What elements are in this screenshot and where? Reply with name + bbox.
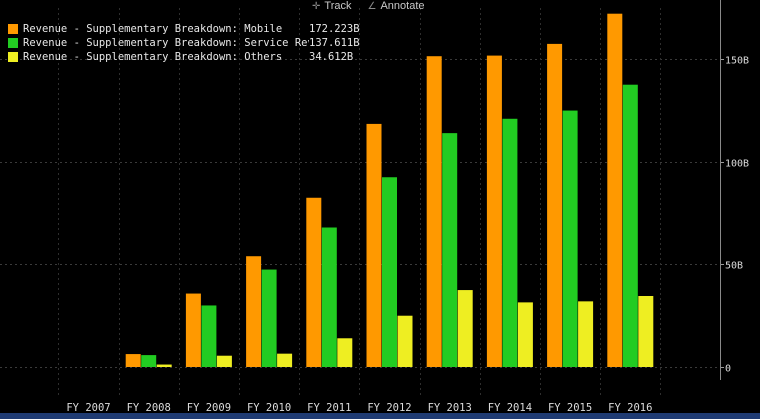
legend-label: Revenue - Supplementary Breakdown: Servi… <box>23 37 309 49</box>
y-tick-label: 150B <box>725 56 749 67</box>
legend-swatch-service-revenue <box>8 38 18 48</box>
bar-others <box>638 295 654 367</box>
legend-swatch-mobile <box>8 24 18 34</box>
bar-mobile <box>426 56 442 368</box>
x-tick-label: FY 2011 <box>307 402 351 414</box>
y-tick-label: 0 <box>725 364 731 375</box>
x-tick-label: FY 2012 <box>367 402 411 414</box>
bar-others <box>216 355 232 367</box>
x-tick-label: FY 2015 <box>548 402 592 414</box>
bar-mobile <box>607 13 623 368</box>
legend-label: Revenue - Supplementary Breakdown: Mobil… <box>23 23 283 35</box>
bar-service-revenue <box>442 133 458 367</box>
bar-mobile <box>125 354 141 367</box>
x-tick-label: FY 2014 <box>488 402 532 414</box>
chart-legend: Revenue - Supplementary Breakdown: Mobil… <box>8 22 379 64</box>
legend-value: 34.612B <box>309 51 354 63</box>
bar-service-revenue <box>261 269 277 367</box>
track-label: Track <box>324 0 352 12</box>
bar-mobile <box>486 55 502 368</box>
pencil-icon: ∠ <box>367 0 377 12</box>
bar-mobile <box>547 43 563 368</box>
bar-service-revenue <box>502 118 518 367</box>
track-button[interactable]: ✛ Track <box>312 0 351 12</box>
bar-mobile <box>306 197 322 367</box>
legend-item-service-revenue: Revenue - Supplementary Breakdown: Servi… <box>8 36 379 50</box>
x-tick-label: FY 2016 <box>608 402 652 414</box>
bar-mobile <box>246 256 262 367</box>
y-tick-label: 50B <box>725 261 743 272</box>
bar-service-revenue <box>622 84 638 367</box>
bar-others <box>337 338 353 367</box>
x-tick-label: FY 2009 <box>187 402 231 414</box>
bar-others <box>578 301 594 367</box>
legend-item-mobile: Revenue - Supplementary Breakdown: Mobil… <box>8 22 379 36</box>
bar-mobile <box>366 123 382 367</box>
x-tick-label: FY 2008 <box>127 402 171 414</box>
bar-service-revenue <box>382 177 397 367</box>
legend-swatch-others <box>8 52 18 62</box>
x-tick-label: FY 2013 <box>428 402 472 414</box>
x-tick-label: FY 2010 <box>247 402 291 414</box>
annotate-button[interactable]: ∠ Annotate <box>367 0 424 12</box>
x-tick-label: FY 2007 <box>66 402 110 414</box>
bar-others <box>397 315 413 367</box>
bar-service-revenue <box>562 110 578 368</box>
crosshair-icon: ✛ <box>312 0 321 12</box>
bar-others <box>277 353 293 367</box>
bar-service-revenue <box>141 355 157 367</box>
bar-mobile <box>185 293 201 367</box>
bar-others <box>517 302 533 367</box>
legend-value: 172.223B <box>309 23 360 35</box>
bottom-scroll-strip <box>0 413 760 419</box>
bar-others <box>457 290 473 367</box>
legend-value: 137.611B <box>309 37 360 49</box>
legend-item-others: Revenue - Supplementary Breakdown: Other… <box>8 50 379 64</box>
chart-toolbar: ✛ Track ∠ Annotate <box>312 0 425 12</box>
bar-service-revenue <box>201 305 217 367</box>
bar-others <box>156 364 172 367</box>
y-tick-label: 100B <box>725 159 749 170</box>
legend-label: Revenue - Supplementary Breakdown: Other… <box>23 51 283 63</box>
annotate-label: Annotate <box>380 0 425 12</box>
bar-service-revenue <box>321 227 337 367</box>
